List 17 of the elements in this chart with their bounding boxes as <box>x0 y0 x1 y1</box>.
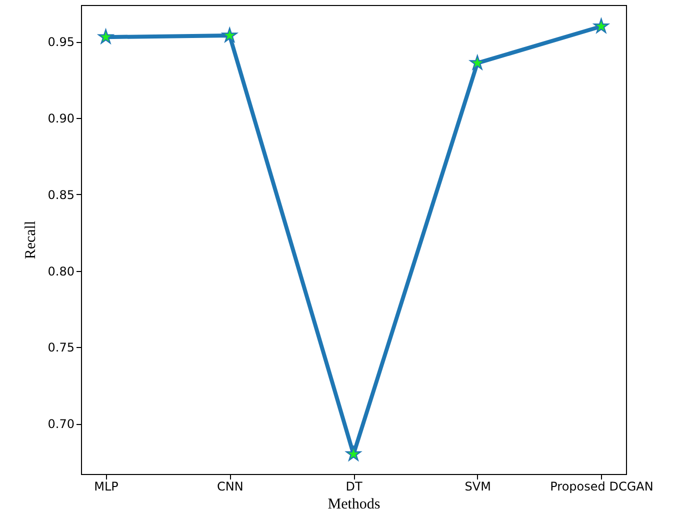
x-axis-title: Methods <box>328 496 380 512</box>
point <box>594 18 609 33</box>
x-tick-label: DT <box>346 480 363 494</box>
x-tick-label: MLP <box>94 480 118 494</box>
y-tick-label: 0.90 <box>48 112 74 126</box>
y-axis-title: Recall <box>22 220 39 260</box>
y-tick-label: 0.85 <box>48 188 74 202</box>
x-tick-label: CNN <box>216 480 244 494</box>
y-tick-label: 0.70 <box>48 417 74 432</box>
x-tick-label: Proposed DCGAN <box>550 480 654 494</box>
point <box>346 446 362 461</box>
point <box>222 28 238 42</box>
x-tick-label: SVM <box>464 480 491 494</box>
y-tick-label: 0.80 <box>48 264 74 278</box>
y-tick-label: 0.95 <box>48 35 74 50</box>
y-tick-label: 0.75 <box>48 340 74 355</box>
point <box>98 29 114 44</box>
